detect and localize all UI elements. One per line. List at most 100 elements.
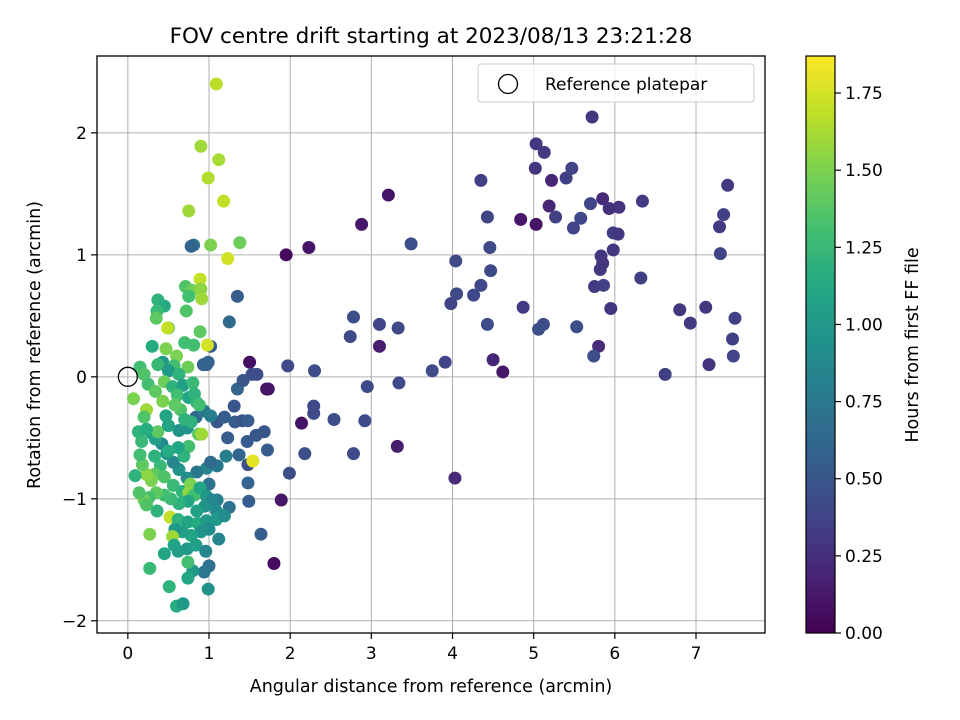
data-point [209,77,223,91]
data-point [516,300,530,314]
data-point [176,378,190,392]
data-point [190,465,204,479]
data-point [204,238,218,252]
colorbar-tick-label: 1.75 [845,84,883,104]
data-point [137,410,151,424]
data-point [162,580,176,594]
data-point [267,556,281,570]
data-point [596,278,610,292]
colorbar-label: Hours from first FF file [903,247,923,442]
data-point [295,416,309,430]
x-tick-label: 2 [285,644,296,664]
data-point [140,422,154,436]
data-point [151,425,165,439]
data-point [602,201,616,215]
data-point [425,364,439,378]
data-point [583,197,597,211]
plot-frame [96,55,766,634]
y-tick-label: −2 [62,612,87,632]
data-point [161,321,175,335]
data-point [181,515,195,529]
data-point [355,217,369,231]
data-point [596,192,610,206]
data-point [182,439,196,453]
colorbar-tick-label: 1.50 [845,161,883,181]
data-point [496,365,510,379]
data-point [170,388,184,402]
data-point [514,212,528,226]
data-point [128,469,142,483]
data-point [611,227,625,241]
data-point [257,425,271,439]
data-point [217,194,231,208]
data-point [699,300,713,314]
data-point [528,161,542,175]
x-axis-ticks: 0 1 2 3 4 5 6 7 [122,633,701,664]
data-point [227,399,241,413]
data-point [360,380,374,394]
data-point [212,153,226,167]
data-point [233,236,247,250]
data-point [484,264,498,278]
data-point [171,513,185,527]
data-point [592,339,606,353]
data-point [542,199,556,213]
data-point [450,287,464,301]
data-point [372,317,386,331]
data-point [161,419,175,433]
data-point [161,444,175,458]
data-point [159,342,173,356]
data-point [184,239,198,253]
data-point [612,200,626,214]
data-point [171,441,185,455]
legend-box [477,63,755,103]
data-point [151,358,165,372]
data-point [148,449,162,463]
data-point [189,538,203,552]
data-point [565,161,579,175]
x-axis-label: Angular distance from reference (arcmin) [250,677,613,697]
data-point [150,504,164,518]
data-point [127,392,141,406]
data-point [713,247,727,261]
data-point [194,139,208,153]
colorbar: 0.00 0.25 0.50 0.75 1.00 1.25 1.50 1.75 Hours f… [805,55,923,644]
data-point [135,458,149,472]
data-point [195,427,209,441]
colorbar-gradient [805,55,836,634]
x-tick-label: 3 [366,644,377,664]
data-point [444,297,458,311]
data-point [133,448,147,462]
data-point [438,355,452,369]
data-point [570,320,584,334]
data-point [529,217,543,231]
data-point [390,439,404,453]
data-point [232,448,246,462]
data-point [480,210,494,224]
data-point [204,455,218,469]
data-point [483,241,497,255]
data-point [346,310,360,324]
data-point [219,449,233,463]
data-point [156,394,170,408]
x-tick-label: 5 [528,644,539,664]
data-point [474,173,488,187]
data-point [197,565,211,579]
data-point [230,289,244,303]
data-point [143,527,157,541]
y-axis-ticks: −2 −1 0 1 2 [62,124,97,632]
data-point [532,322,546,336]
data-point [346,447,360,461]
data-point [178,413,192,427]
data-point [302,241,316,255]
colorbar-tick-label: 1.00 [845,315,883,335]
data-point [179,304,193,318]
legend-reference-marker [497,73,519,95]
data-point [635,194,649,208]
data-point [254,527,268,541]
y-axis-label: Rotation from reference (arcmin) [25,201,45,489]
data-point [181,360,195,374]
data-point [717,208,731,222]
data-point [480,317,494,331]
data-point [634,271,648,285]
